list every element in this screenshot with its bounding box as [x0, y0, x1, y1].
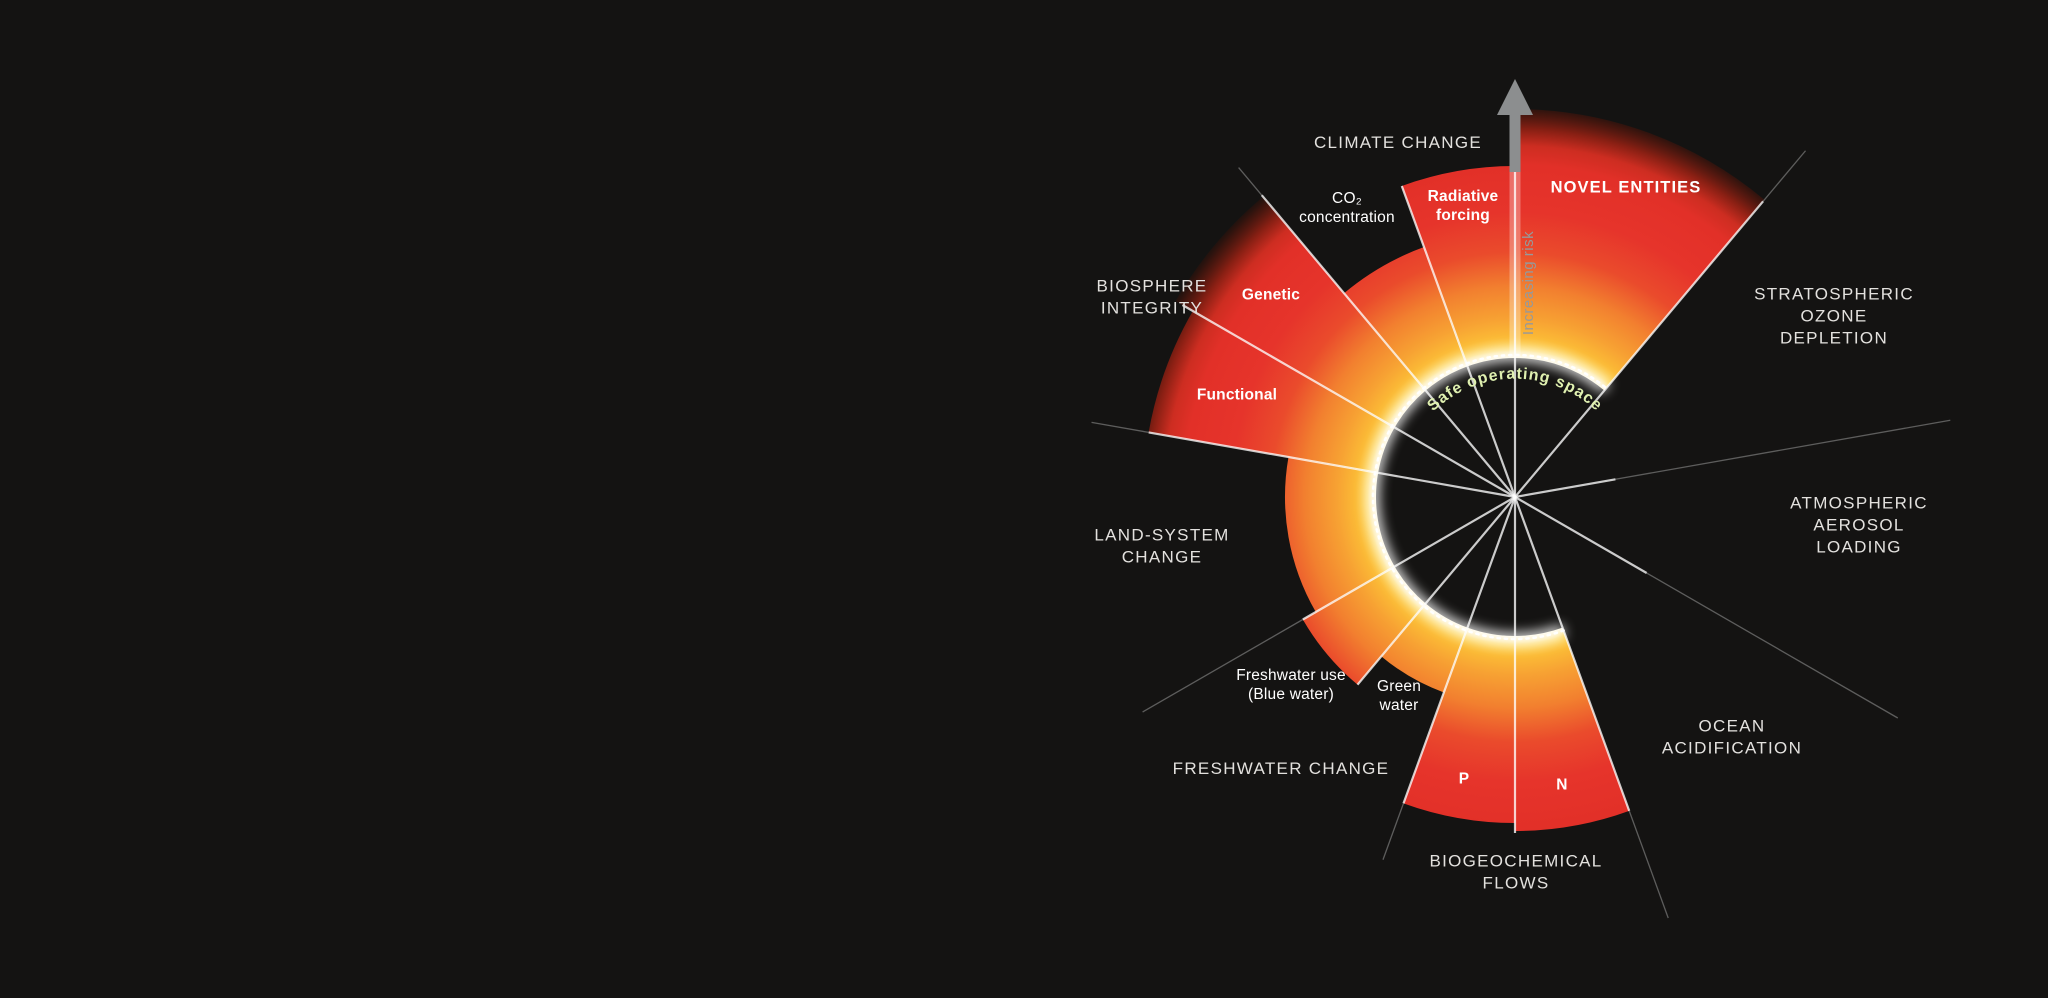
wedge-novel-entities	[1515, 109, 1765, 391]
risk-axis-arrowhead	[1497, 79, 1533, 115]
divider-340	[1400, 185, 1517, 498]
safe-boundary-dashed-circle	[1371, 353, 1608, 641]
divider-ext-160	[1628, 810, 1669, 919]
wedge-phosphorus	[1403, 627, 1515, 823]
wedge-genetic	[1175, 196, 1426, 428]
divider-120	[1514, 496, 1648, 574]
wedge-nitrogen	[1515, 627, 1630, 831]
divider-300	[1181, 304, 1516, 498]
divider-220	[1356, 496, 1516, 686]
divider-160	[1513, 496, 1631, 812]
divider-ext-320	[1238, 167, 1263, 196]
divider-280	[1148, 431, 1516, 499]
divider-ext-120	[1646, 572, 1899, 719]
divider-320	[1260, 194, 1516, 498]
divider-ext-40	[1762, 150, 1807, 202]
divider-40	[1514, 200, 1764, 498]
wedge-blue-water	[1302, 566, 1426, 685]
divider-240	[1302, 496, 1516, 621]
increasing-risk-label: Increasing risk	[1520, 231, 1537, 335]
divider-80	[1514, 478, 1616, 499]
divider-ext-240	[1142, 618, 1304, 713]
divider-ext-280	[1091, 421, 1149, 434]
wedge-functional	[1148, 311, 1395, 473]
divider-ext-200	[1382, 803, 1405, 860]
risk-axis-stripe	[1509, 171, 1521, 357]
divider-200	[1402, 496, 1517, 804]
risk-axis: Increasing risk	[1497, 79, 1537, 357]
sector-divider-lines	[1091, 111, 1951, 919]
divider-ext-80	[1615, 419, 1951, 480]
risk-axis-stem	[1509, 113, 1521, 172]
wedge-radiative-forcing	[1401, 166, 1515, 367]
